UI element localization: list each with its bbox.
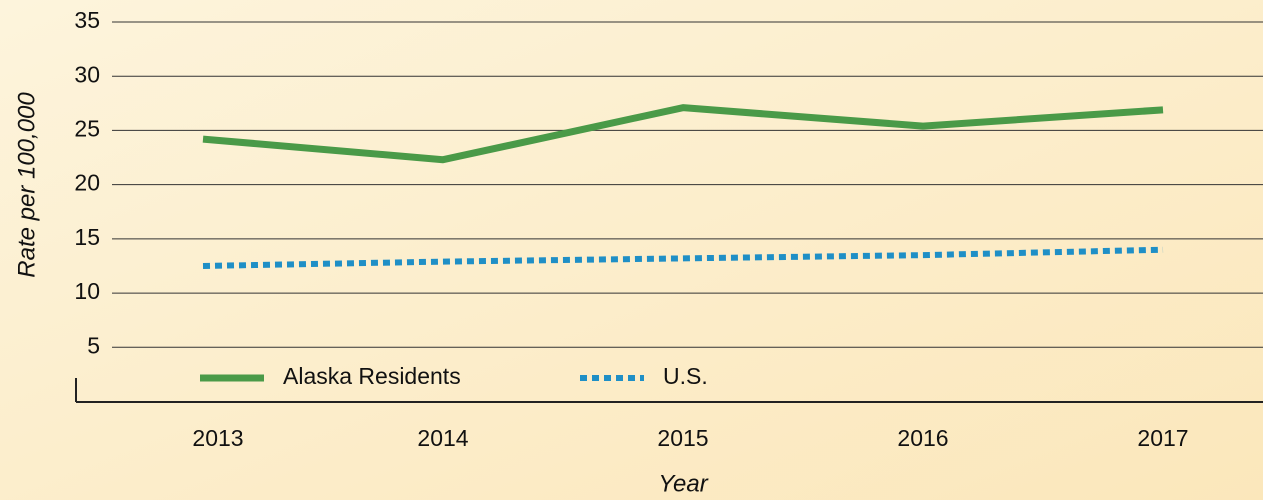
x-tick-label: 2015 xyxy=(657,425,708,451)
x-tick-label: 2016 xyxy=(897,425,948,451)
y-tick-label: 15 xyxy=(74,224,100,250)
y-tick-label: 25 xyxy=(74,116,100,142)
x-tick-label: 2017 xyxy=(1137,425,1188,451)
x-axis-label: Year xyxy=(658,470,708,497)
legend-label: Alaska Residents xyxy=(283,363,461,389)
y-tick-label: 20 xyxy=(74,170,100,196)
x-tick-label: 2013 xyxy=(192,425,243,451)
y-tick-label: 10 xyxy=(74,278,100,304)
y-axis-label: Rate per 100,000 xyxy=(13,92,40,278)
y-tick-label: 5 xyxy=(87,332,100,358)
series-line xyxy=(202,246,1164,269)
legend-label: U.S. xyxy=(663,363,708,389)
series-line xyxy=(202,104,1164,164)
y-tick-label: 30 xyxy=(74,61,100,87)
x-tick-label: 2014 xyxy=(417,425,468,451)
y-tick-label: 35 xyxy=(74,7,100,33)
